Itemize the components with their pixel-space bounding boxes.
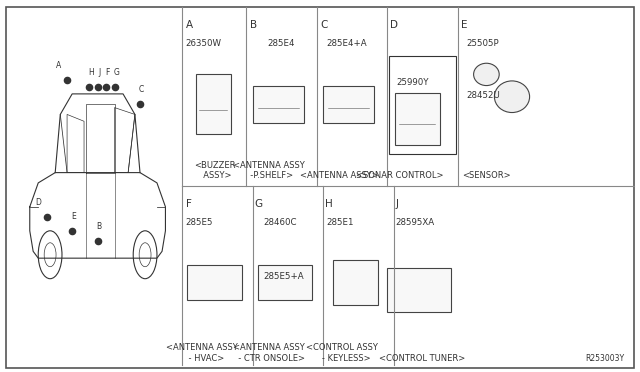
Ellipse shape: [474, 63, 499, 86]
Ellipse shape: [494, 81, 530, 112]
FancyBboxPatch shape: [258, 265, 312, 301]
Text: 28595XA: 28595XA: [396, 218, 435, 227]
Text: 28452U: 28452U: [466, 91, 500, 100]
Text: <ANTENNA ASSY
  - CTR ONSOLE>: <ANTENNA ASSY - CTR ONSOLE>: [233, 343, 305, 363]
Text: 25505P: 25505P: [466, 39, 499, 48]
Bar: [389, 56, 456, 154]
Text: G: G: [113, 68, 119, 77]
Point: [101, 84, 111, 90]
Text: H: H: [88, 68, 93, 77]
Point: [93, 238, 103, 244]
Point: [135, 101, 145, 107]
Text: <SONAR CONTROL>: <SONAR CONTROL>: [356, 171, 444, 180]
FancyBboxPatch shape: [387, 268, 451, 312]
Text: D: D: [35, 198, 41, 207]
Text: 28460C: 28460C: [264, 218, 297, 227]
Point: [93, 84, 103, 90]
Point: [62, 77, 72, 83]
Text: B: B: [97, 222, 102, 231]
Text: 285E4+A: 285E4+A: [326, 39, 367, 48]
FancyBboxPatch shape: [196, 74, 231, 134]
Text: J: J: [98, 68, 100, 77]
Point: [42, 214, 52, 220]
FancyBboxPatch shape: [188, 265, 242, 301]
Text: A: A: [186, 20, 193, 31]
Text: <CONTROL ASSY
   - KEYLESS>: <CONTROL ASSY - KEYLESS>: [307, 343, 378, 363]
Text: R253003Y: R253003Y: [585, 354, 624, 363]
Text: 285E5: 285E5: [186, 218, 213, 227]
FancyBboxPatch shape: [323, 86, 374, 123]
Text: 26350W: 26350W: [186, 39, 221, 48]
Text: C: C: [139, 85, 145, 94]
FancyBboxPatch shape: [253, 86, 304, 123]
Text: <ANTENNA ASSY
  -P.SHELF>: <ANTENNA ASSY -P.SHELF>: [233, 161, 305, 180]
Point: [84, 84, 94, 90]
Text: B: B: [250, 20, 257, 31]
Text: <ANTENNA ASSY
    - HVAC>: <ANTENNA ASSY - HVAC>: [166, 343, 237, 363]
Text: 285E1: 285E1: [326, 218, 354, 227]
Text: 285E4: 285E4: [268, 39, 295, 48]
Text: J: J: [396, 199, 399, 209]
FancyBboxPatch shape: [395, 93, 440, 145]
Text: F: F: [186, 199, 191, 209]
Point: [67, 228, 77, 234]
Text: A: A: [56, 61, 61, 70]
Text: F: F: [106, 68, 110, 77]
Text: C: C: [320, 20, 328, 31]
FancyBboxPatch shape: [333, 260, 378, 305]
Text: 25990Y: 25990Y: [397, 78, 429, 87]
Text: D: D: [390, 20, 398, 31]
Text: <SENSOR>: <SENSOR>: [462, 171, 511, 180]
Text: <BUZZER
  ASSY>: <BUZZER ASSY>: [194, 161, 235, 180]
Text: <CONTROL TUNER>: <CONTROL TUNER>: [380, 354, 465, 363]
Text: 285E5+A: 285E5+A: [264, 272, 304, 280]
Text: H: H: [325, 199, 333, 209]
Text: E: E: [461, 20, 467, 31]
Text: G: G: [255, 199, 263, 209]
Text: E: E: [72, 212, 76, 221]
Point: [109, 84, 120, 90]
Text: <ANTENNA ASSY>: <ANTENNA ASSY>: [300, 171, 379, 180]
